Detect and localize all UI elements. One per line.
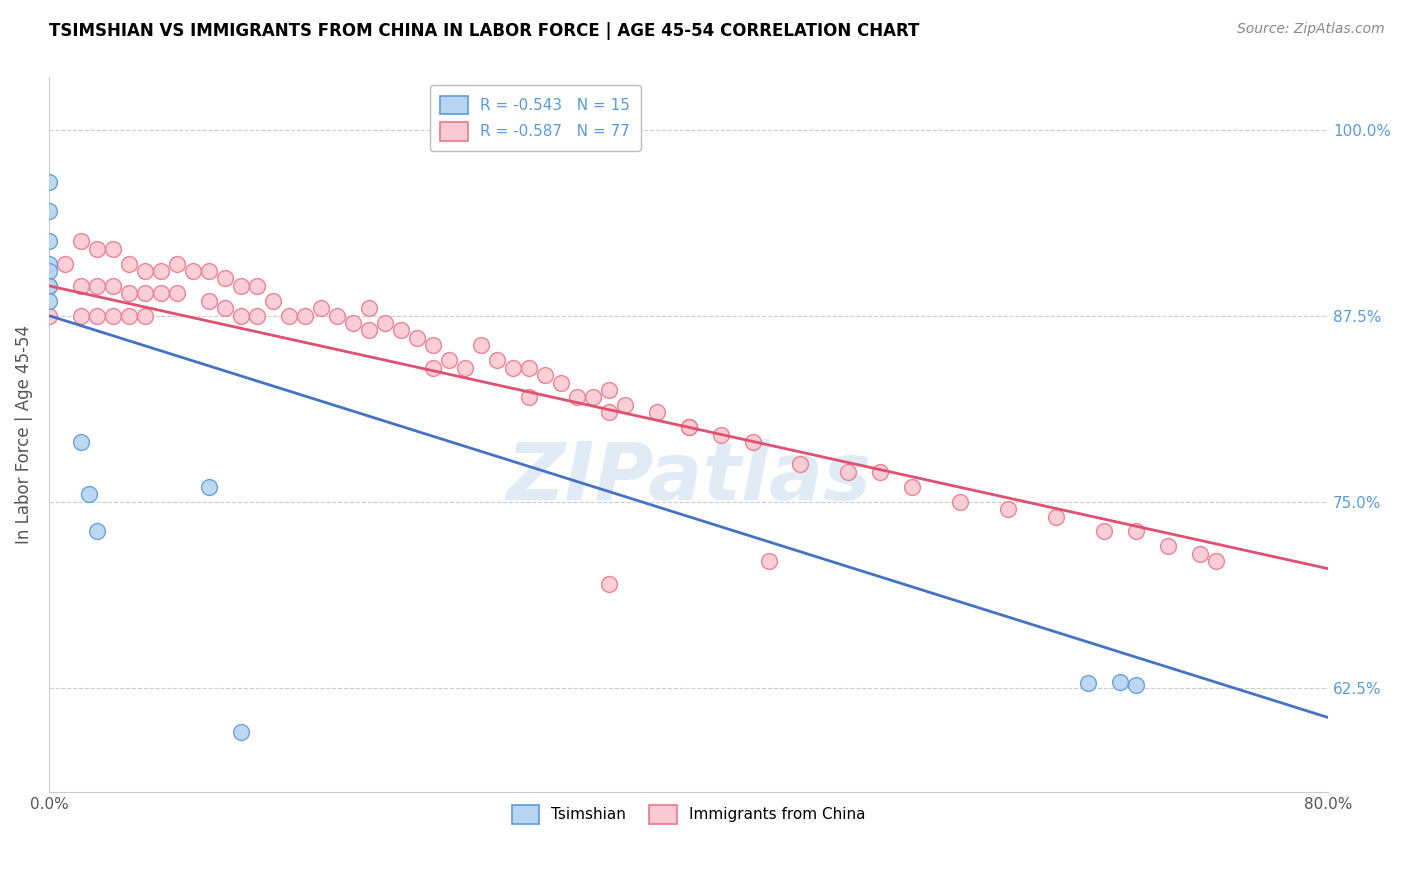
Point [357,301,380,315]
Point [118,256,141,270]
Point [565,391,588,405]
Point [533,368,555,383]
Point [758,554,780,568]
Point [229,725,252,739]
Point [581,391,603,405]
Point [118,309,141,323]
Point [38,204,60,219]
Point [277,309,299,323]
Point [38,256,60,270]
Point [181,264,204,278]
Point [70,309,93,323]
Point [357,324,380,338]
Point [422,338,444,352]
Point [86,309,108,323]
Point [422,360,444,375]
Point [470,338,492,352]
Point [1045,509,1067,524]
Point [86,278,108,293]
Point [1109,674,1132,689]
Point [38,278,60,293]
Point [517,391,540,405]
Point [101,242,124,256]
Point [502,360,524,375]
Point [405,331,427,345]
Point [1205,554,1227,568]
Point [214,271,236,285]
Point [118,286,141,301]
Point [598,405,620,419]
Point [38,293,60,308]
Point [1077,676,1099,690]
Point [38,234,60,248]
Point [77,487,100,501]
Point [389,324,412,338]
Point [70,435,93,450]
Point [149,286,172,301]
Point [709,427,731,442]
Point [741,435,763,450]
Point [229,309,252,323]
Point [198,293,221,308]
Point [134,286,156,301]
Point [101,309,124,323]
Point [517,360,540,375]
Point [86,524,108,539]
Point [309,301,332,315]
Point [70,278,93,293]
Point [53,256,76,270]
Point [613,398,636,412]
Point [437,353,460,368]
Point [949,494,972,508]
Point [166,256,188,270]
Point [837,465,859,479]
Point [246,309,269,323]
Point [134,309,156,323]
Point [38,175,60,189]
Point [262,293,284,308]
Point [38,278,60,293]
Point [229,278,252,293]
Point [598,383,620,397]
Point [485,353,508,368]
Point [1092,524,1115,539]
Point [246,278,269,293]
Point [198,264,221,278]
Point [1157,539,1180,553]
Point [454,360,477,375]
Point [134,264,156,278]
Point [166,286,188,301]
Point [294,309,316,323]
Point [678,420,700,434]
Point [101,278,124,293]
Legend: Tsimshian, Immigrants from China: Tsimshian, Immigrants from China [501,794,876,834]
Point [1189,547,1212,561]
Point [326,309,349,323]
Point [997,502,1019,516]
Point [38,309,60,323]
Point [342,316,364,330]
Point [645,405,668,419]
Point [214,301,236,315]
Point [86,242,108,256]
Point [789,458,811,472]
Point [1125,678,1147,692]
Y-axis label: In Labor Force | Age 45-54: In Labor Force | Age 45-54 [15,326,32,544]
Text: ZIPatlas: ZIPatlas [506,439,872,516]
Point [38,264,60,278]
Point [550,376,572,390]
Point [901,480,924,494]
Point [869,465,891,479]
Point [598,576,620,591]
Point [70,234,93,248]
Text: Source: ZipAtlas.com: Source: ZipAtlas.com [1237,22,1385,37]
Point [198,480,221,494]
Text: TSIMSHIAN VS IMMIGRANTS FROM CHINA IN LABOR FORCE | AGE 45-54 CORRELATION CHART: TSIMSHIAN VS IMMIGRANTS FROM CHINA IN LA… [49,22,920,40]
Point [149,264,172,278]
Point [374,316,396,330]
Point [678,420,700,434]
Point [1125,524,1147,539]
